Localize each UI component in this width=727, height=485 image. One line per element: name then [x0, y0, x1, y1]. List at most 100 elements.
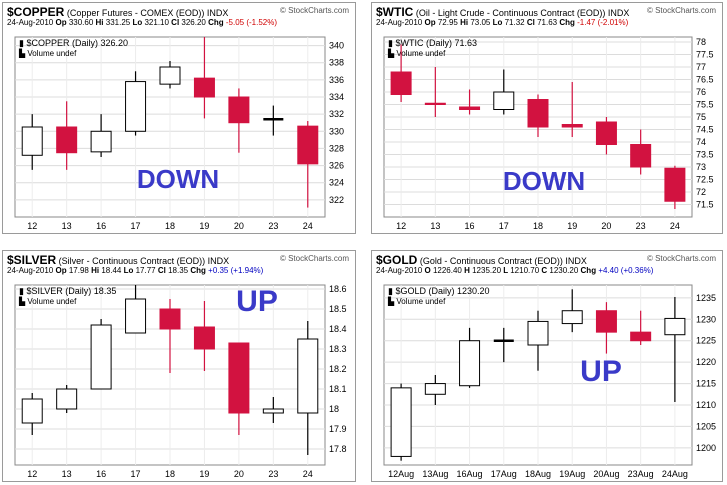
candle-body: [527, 99, 549, 128]
candle-body: [56, 388, 78, 410]
y-tick-label: 1210: [696, 400, 716, 410]
y-tick-label: 1225: [696, 336, 716, 346]
y-tick-label: 324: [329, 178, 344, 188]
x-tick-label: 24Aug: [662, 469, 688, 479]
symbol-name: $SILVER: [7, 253, 57, 267]
quote-row: 24-Aug-2010 Op 72.95 Hi 73.05 Lo 71.32 C…: [376, 18, 718, 27]
candle-body: [459, 340, 481, 387]
candle: [90, 114, 112, 157]
candle-body: [125, 81, 147, 132]
x-tick-label: 23Aug: [628, 469, 654, 479]
candle: [228, 342, 250, 435]
candle: [595, 117, 617, 155]
candle: [630, 129, 652, 175]
candle: [193, 301, 215, 371]
candle: [561, 289, 583, 333]
candle-body: [493, 91, 515, 110]
candle: [390, 44, 412, 102]
candle: [263, 105, 284, 136]
y-tick-label: 18.2: [329, 364, 347, 374]
trend-annotation: UP: [236, 285, 278, 318]
y-tick-label: 17.8: [329, 444, 347, 454]
candle-body: [527, 320, 549, 346]
candle: [90, 319, 112, 390]
y-tick-label: 322: [329, 195, 344, 205]
x-tick-label: 17: [131, 469, 141, 479]
x-tick-label: 12: [27, 469, 37, 479]
x-tick-label: 23: [636, 221, 646, 231]
quote-low: Lo 321.10: [132, 18, 169, 27]
x-tick-label: 17Aug: [491, 469, 517, 479]
y-tick-label: 340: [329, 41, 344, 51]
stockcharts-logo: © StockCharts.com: [646, 254, 716, 263]
x-tick-label: 16: [96, 221, 106, 231]
candle: [390, 383, 412, 461]
x-tick-label: 19: [199, 221, 209, 231]
candle: [125, 71, 147, 136]
x-tick-label: 23: [268, 469, 278, 479]
candle: [664, 165, 686, 209]
stockcharts-logo: © StockCharts.com: [279, 6, 349, 15]
candle-body: [159, 66, 181, 85]
candle-body: [21, 126, 43, 156]
y-tick-label: 71.5: [696, 200, 714, 210]
candle-body: [561, 124, 583, 128]
y-tick-label: 17.9: [329, 424, 347, 434]
x-tick-label: 17: [499, 221, 509, 231]
candle: [493, 69, 515, 115]
candle-body: [459, 106, 481, 110]
quote-high: Hi 331.25: [95, 18, 131, 27]
y-tick-label: 75: [696, 112, 706, 122]
candle-body: [424, 102, 446, 105]
x-tick-label: 18: [165, 469, 175, 479]
quote-open: Op 330.60: [55, 18, 94, 27]
symbol-description: (Copper Futures - COMEX (EOD)) INDX: [64, 8, 229, 18]
symbol-description: (Silver - Continuous Contract (EOD)) IND…: [56, 256, 230, 266]
y-tick-label: 330: [329, 126, 344, 136]
quote-row: 24-Aug-2010 Op 330.60 Hi 331.25 Lo 321.1…: [7, 18, 351, 27]
x-tick-label: 18: [533, 221, 543, 231]
price-legend: ▮ $SILVER (Daily) 18.35: [19, 286, 116, 296]
y-tick-label: 18.6: [329, 284, 347, 294]
x-tick-label: 20: [234, 469, 244, 479]
trend-annotation: DOWN: [137, 164, 219, 194]
candle: [424, 375, 446, 405]
x-tick-label: 13: [62, 221, 72, 231]
volume-legend: ▙ Volume undef: [18, 48, 77, 58]
panel-header: $WTIC (Oil - Light Crude - Continuous Co…: [372, 3, 722, 35]
candle: [262, 397, 284, 423]
candle-body: [262, 408, 284, 414]
y-tick-label: 78: [696, 37, 706, 47]
quote-close: Cl 18.35: [157, 266, 189, 275]
candle-body: [664, 317, 686, 336]
panel-header: $SILVER (Silver - Continuous Contract (E…: [3, 251, 355, 283]
y-tick-label: 74.5: [696, 125, 714, 135]
y-tick-label: 72: [696, 187, 706, 197]
y-tick-label: 328: [329, 143, 344, 153]
quote-change: Chg +4.40 (+0.36%): [580, 266, 654, 275]
candle: [159, 61, 181, 89]
candle-body: [630, 144, 652, 168]
y-tick-label: 73.5: [696, 150, 714, 160]
candle: [595, 302, 617, 354]
y-tick-label: 75.5: [696, 100, 714, 110]
candlestick-chart: 17.8 17.9 18 18.1 18.2 18.3 18.4 18.5 18.6 12 13 16…: [14, 284, 347, 479]
candle-body: [424, 383, 446, 395]
x-tick-label: 19: [567, 221, 577, 231]
symbol-description: (Oil - Light Crude - Continuous Contract…: [413, 8, 630, 18]
candlestick-chart: 71.5 72 72.5 73 73.5 74 74.5 75 75.5 76 76.5 77 77.5…: [383, 36, 714, 231]
y-tick-label: 326: [329, 161, 344, 171]
candle-body: [297, 338, 319, 414]
candle: [56, 101, 78, 170]
candle: [527, 94, 549, 137]
volume-legend: ▙ Volume undef: [387, 48, 446, 58]
quote-open: O 1226.40: [424, 266, 462, 275]
price-legend: ▮ $GOLD (Daily) 1230.20: [388, 286, 490, 296]
y-tick-label: 334: [329, 92, 344, 102]
candle-body: [595, 310, 617, 333]
x-tick-label: 24: [303, 221, 313, 231]
quote-high: Hi 18.44: [91, 266, 122, 275]
candlestick-chart: 1200 1205 1210 1215 1220 1225 1230 1235 12Aug 13A…: [383, 284, 716, 479]
copper-chart-panel: $COPPER (Copper Futures - COMEX (EOD)) I…: [2, 2, 356, 234]
candle-body: [228, 96, 250, 124]
